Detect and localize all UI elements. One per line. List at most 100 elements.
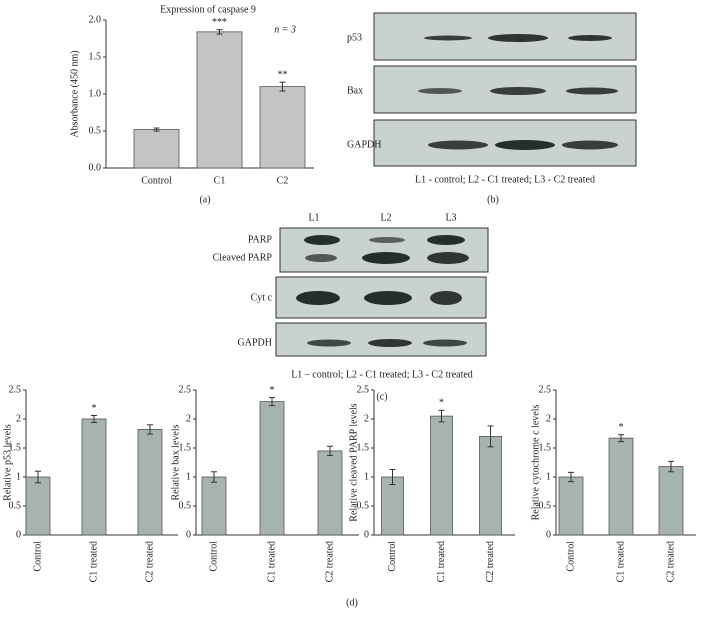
x-tick-label: C2 treated xyxy=(485,541,496,582)
significance: * xyxy=(439,398,444,409)
note: n = 3 xyxy=(274,24,296,35)
blot-band xyxy=(362,252,410,264)
bar xyxy=(479,435,502,536)
blot-row-label: Cyt c xyxy=(251,292,273,303)
x-tick-label: C1 treated xyxy=(88,541,99,582)
blot-band xyxy=(424,35,472,41)
y-tick-label: 1.5 xyxy=(89,51,102,62)
y-tick-label: 2.5 xyxy=(179,384,192,395)
y-tick-label: 1.5 xyxy=(539,442,552,453)
y-tick-label: 1.5 xyxy=(357,442,370,453)
blot-band xyxy=(428,140,488,150)
y-tick-label: 1.5 xyxy=(9,442,22,453)
y-tick-label: 0.0 xyxy=(89,162,102,173)
blot-band xyxy=(568,35,612,41)
lane-label: L1 xyxy=(308,212,319,223)
y-tick-label: 0.5 xyxy=(179,500,192,511)
y-tick-label: 1 xyxy=(16,471,21,482)
blot-band xyxy=(369,237,405,243)
y-axis-label: Relative cleaved PARP levels xyxy=(348,403,359,522)
bar xyxy=(25,476,51,536)
y-tick-label: 2 xyxy=(546,413,551,424)
x-tick-label: C1 treated xyxy=(615,541,626,582)
x-tick-label: C2 xyxy=(277,175,289,186)
y-tick-label: 1 xyxy=(546,471,551,482)
blot-band xyxy=(566,87,618,95)
blot-band xyxy=(368,339,412,347)
y-tick-label: 2.5 xyxy=(357,384,370,395)
lane-label: L3 xyxy=(445,212,456,223)
significance: * xyxy=(619,422,624,433)
blot-band xyxy=(307,339,351,347)
panel-label: (c) xyxy=(376,391,387,402)
blot-row-label: GAPDH xyxy=(347,139,381,150)
bar xyxy=(81,418,107,536)
blot-band xyxy=(495,140,555,150)
blot-row-label: Bax xyxy=(347,85,363,96)
blot-image xyxy=(279,227,489,273)
x-tick-label: C2 treated xyxy=(324,541,335,582)
lane-label: L2 xyxy=(380,212,391,223)
y-tick-label: 0 xyxy=(16,529,21,540)
bar xyxy=(201,476,227,536)
y-tick-label: 0.5 xyxy=(357,500,370,511)
y-axis-label: Absorbance (450 nm) xyxy=(69,50,80,137)
significance: *** xyxy=(212,17,227,28)
bar xyxy=(608,437,634,536)
y-tick-label: 1 xyxy=(186,471,191,482)
y-tick-label: 0.5 xyxy=(89,125,102,136)
y-tick-label: 0.5 xyxy=(539,500,552,511)
bar xyxy=(133,129,180,169)
blot-band xyxy=(305,254,337,262)
y-tick-label: 2.0 xyxy=(89,14,102,25)
x-tick-label: C1 treated xyxy=(266,541,277,582)
x-tick-label: Control xyxy=(208,541,219,572)
significance: ** xyxy=(278,69,288,80)
blot-band xyxy=(427,235,465,245)
y-tick-label: 0 xyxy=(364,529,369,540)
y-tick-label: 1.5 xyxy=(179,442,192,453)
x-tick-label: Control xyxy=(141,175,172,186)
panel-label: (b) xyxy=(487,194,499,205)
y-tick-label: 2.5 xyxy=(9,384,22,395)
y-tick-label: 0 xyxy=(546,529,551,540)
y-tick-label: 0 xyxy=(186,529,191,540)
blot-row-label: PARP xyxy=(248,234,273,245)
bar xyxy=(317,450,343,536)
bar xyxy=(430,415,453,536)
x-tick-label: Control xyxy=(32,541,43,572)
blot-caption: L1 - control; L2 - C1 treated; L3 - C2 t… xyxy=(415,174,595,185)
blot-band xyxy=(427,252,469,264)
significance: * xyxy=(92,403,97,414)
blot-row-label: GAPDH xyxy=(238,337,272,348)
y-axis-label: Relative bax levels xyxy=(170,424,181,500)
x-tick-label: C1 treated xyxy=(436,541,447,582)
y-tick-label: 1 xyxy=(364,471,369,482)
blot-band xyxy=(430,291,462,305)
x-tick-label: C2 treated xyxy=(665,541,676,582)
bar xyxy=(259,401,285,536)
blot-caption: L1 – control; L2 - C1 treated; L3 - C2 t… xyxy=(291,369,473,380)
blot-band xyxy=(490,87,546,95)
blot-band xyxy=(364,291,412,305)
blot-band xyxy=(562,140,618,150)
y-tick-label: 0.5 xyxy=(9,500,22,511)
bar xyxy=(196,31,243,169)
blot-band xyxy=(304,235,340,245)
x-tick-label: C1 xyxy=(214,175,226,186)
bar xyxy=(658,466,684,536)
y-tick-label: 2 xyxy=(186,413,191,424)
chart-title: Expression of caspase 9 xyxy=(160,4,256,15)
blot-row-label: p53 xyxy=(347,32,362,43)
bar xyxy=(558,476,584,536)
y-tick-label: 1.0 xyxy=(89,88,102,99)
blot-band xyxy=(423,339,467,347)
blot-row-label: Cleaved PARP xyxy=(213,252,273,263)
bar xyxy=(381,476,404,536)
y-tick-label: 2 xyxy=(16,413,21,424)
blot-band xyxy=(296,291,340,305)
blot-band xyxy=(488,34,548,42)
bar xyxy=(137,429,163,536)
y-axis-label: Relative p53 levels xyxy=(2,424,13,501)
